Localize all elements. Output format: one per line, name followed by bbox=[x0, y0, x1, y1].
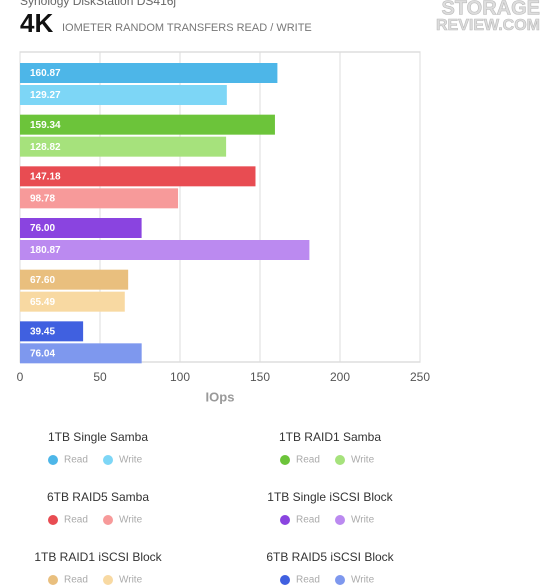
bar bbox=[20, 218, 142, 238]
legend-label: Read bbox=[64, 515, 88, 526]
legend-group: 6TB RAID5 iSCSI Block bbox=[266, 550, 394, 564]
legend-group: 1TB RAID1 Samba bbox=[279, 430, 381, 444]
legend-swatch bbox=[280, 575, 290, 585]
chart-subtitle: IOMETER RANDOM TRANSFERS READ / WRITE bbox=[62, 22, 312, 34]
legend-label: Read bbox=[64, 575, 88, 585]
legend-label: Read bbox=[296, 455, 320, 466]
legend-label: Read bbox=[296, 515, 320, 526]
legend-label: Write bbox=[119, 575, 143, 585]
x-tick-label: 200 bbox=[330, 370, 350, 384]
legend-swatch bbox=[103, 515, 113, 525]
legend-swatch bbox=[48, 515, 58, 525]
bar bbox=[20, 114, 275, 135]
legend-label: Write bbox=[119, 515, 143, 526]
header: Synology DiskStation DS416j bbox=[20, 0, 176, 8]
bar bbox=[20, 343, 142, 364]
value-label: 180.87 bbox=[30, 245, 61, 256]
value-label: 39.45 bbox=[30, 326, 55, 337]
bar bbox=[20, 63, 278, 83]
value-label: 76.04 bbox=[30, 348, 55, 359]
legend-group: 6TB RAID5 Samba bbox=[47, 490, 149, 504]
value-label: 129.27 bbox=[30, 90, 61, 101]
legend-label: Write bbox=[351, 575, 375, 585]
legend-swatch bbox=[335, 515, 345, 525]
x-tick-label: 250 bbox=[410, 370, 430, 384]
legend-label: Write bbox=[351, 515, 375, 526]
legend-label: Write bbox=[351, 455, 375, 466]
x-tick-label: 100 bbox=[170, 370, 190, 384]
legend-group: 1TB Single Samba bbox=[48, 430, 148, 444]
value-label: 98.78 bbox=[30, 193, 55, 204]
legend-swatch bbox=[280, 455, 290, 465]
legend-swatch bbox=[335, 575, 345, 585]
legend-swatch bbox=[335, 455, 345, 465]
legend-swatch bbox=[103, 575, 113, 585]
x-tick-label: 0 bbox=[17, 370, 24, 384]
bar bbox=[20, 166, 256, 187]
value-label: 160.87 bbox=[30, 68, 61, 79]
legend-swatch bbox=[48, 455, 58, 465]
legend-swatch bbox=[103, 455, 113, 465]
legend-group: 1TB RAID1 iSCSI Block bbox=[34, 550, 162, 564]
value-label: 128.82 bbox=[30, 142, 61, 153]
value-label: 76.00 bbox=[30, 223, 55, 234]
legend-group: 1TB Single iSCSI Block bbox=[267, 490, 393, 504]
bar bbox=[20, 188, 179, 209]
bar bbox=[20, 291, 125, 312]
bar bbox=[20, 85, 227, 105]
bar bbox=[20, 269, 129, 290]
x-tick-label: 50 bbox=[93, 370, 107, 384]
value-label: 147.18 bbox=[30, 171, 61, 182]
chart-title: 4K bbox=[20, 8, 53, 38]
logo: STORAGE bbox=[441, 0, 540, 19]
legend-swatch bbox=[48, 575, 58, 585]
legend-label: Read bbox=[296, 575, 320, 585]
x-axis-label: IOps bbox=[206, 389, 235, 404]
bar bbox=[20, 321, 84, 342]
legend-label: Write bbox=[119, 455, 143, 466]
value-label: 65.49 bbox=[30, 297, 55, 308]
value-label: 159.34 bbox=[30, 120, 61, 131]
bar bbox=[20, 136, 227, 157]
x-tick-label: 150 bbox=[250, 370, 270, 384]
bar bbox=[20, 240, 310, 260]
value-label: 67.60 bbox=[30, 275, 55, 286]
legend-swatch bbox=[280, 515, 290, 525]
logo: REVIEW.COM bbox=[436, 17, 540, 34]
legend-label: Read bbox=[64, 455, 88, 466]
